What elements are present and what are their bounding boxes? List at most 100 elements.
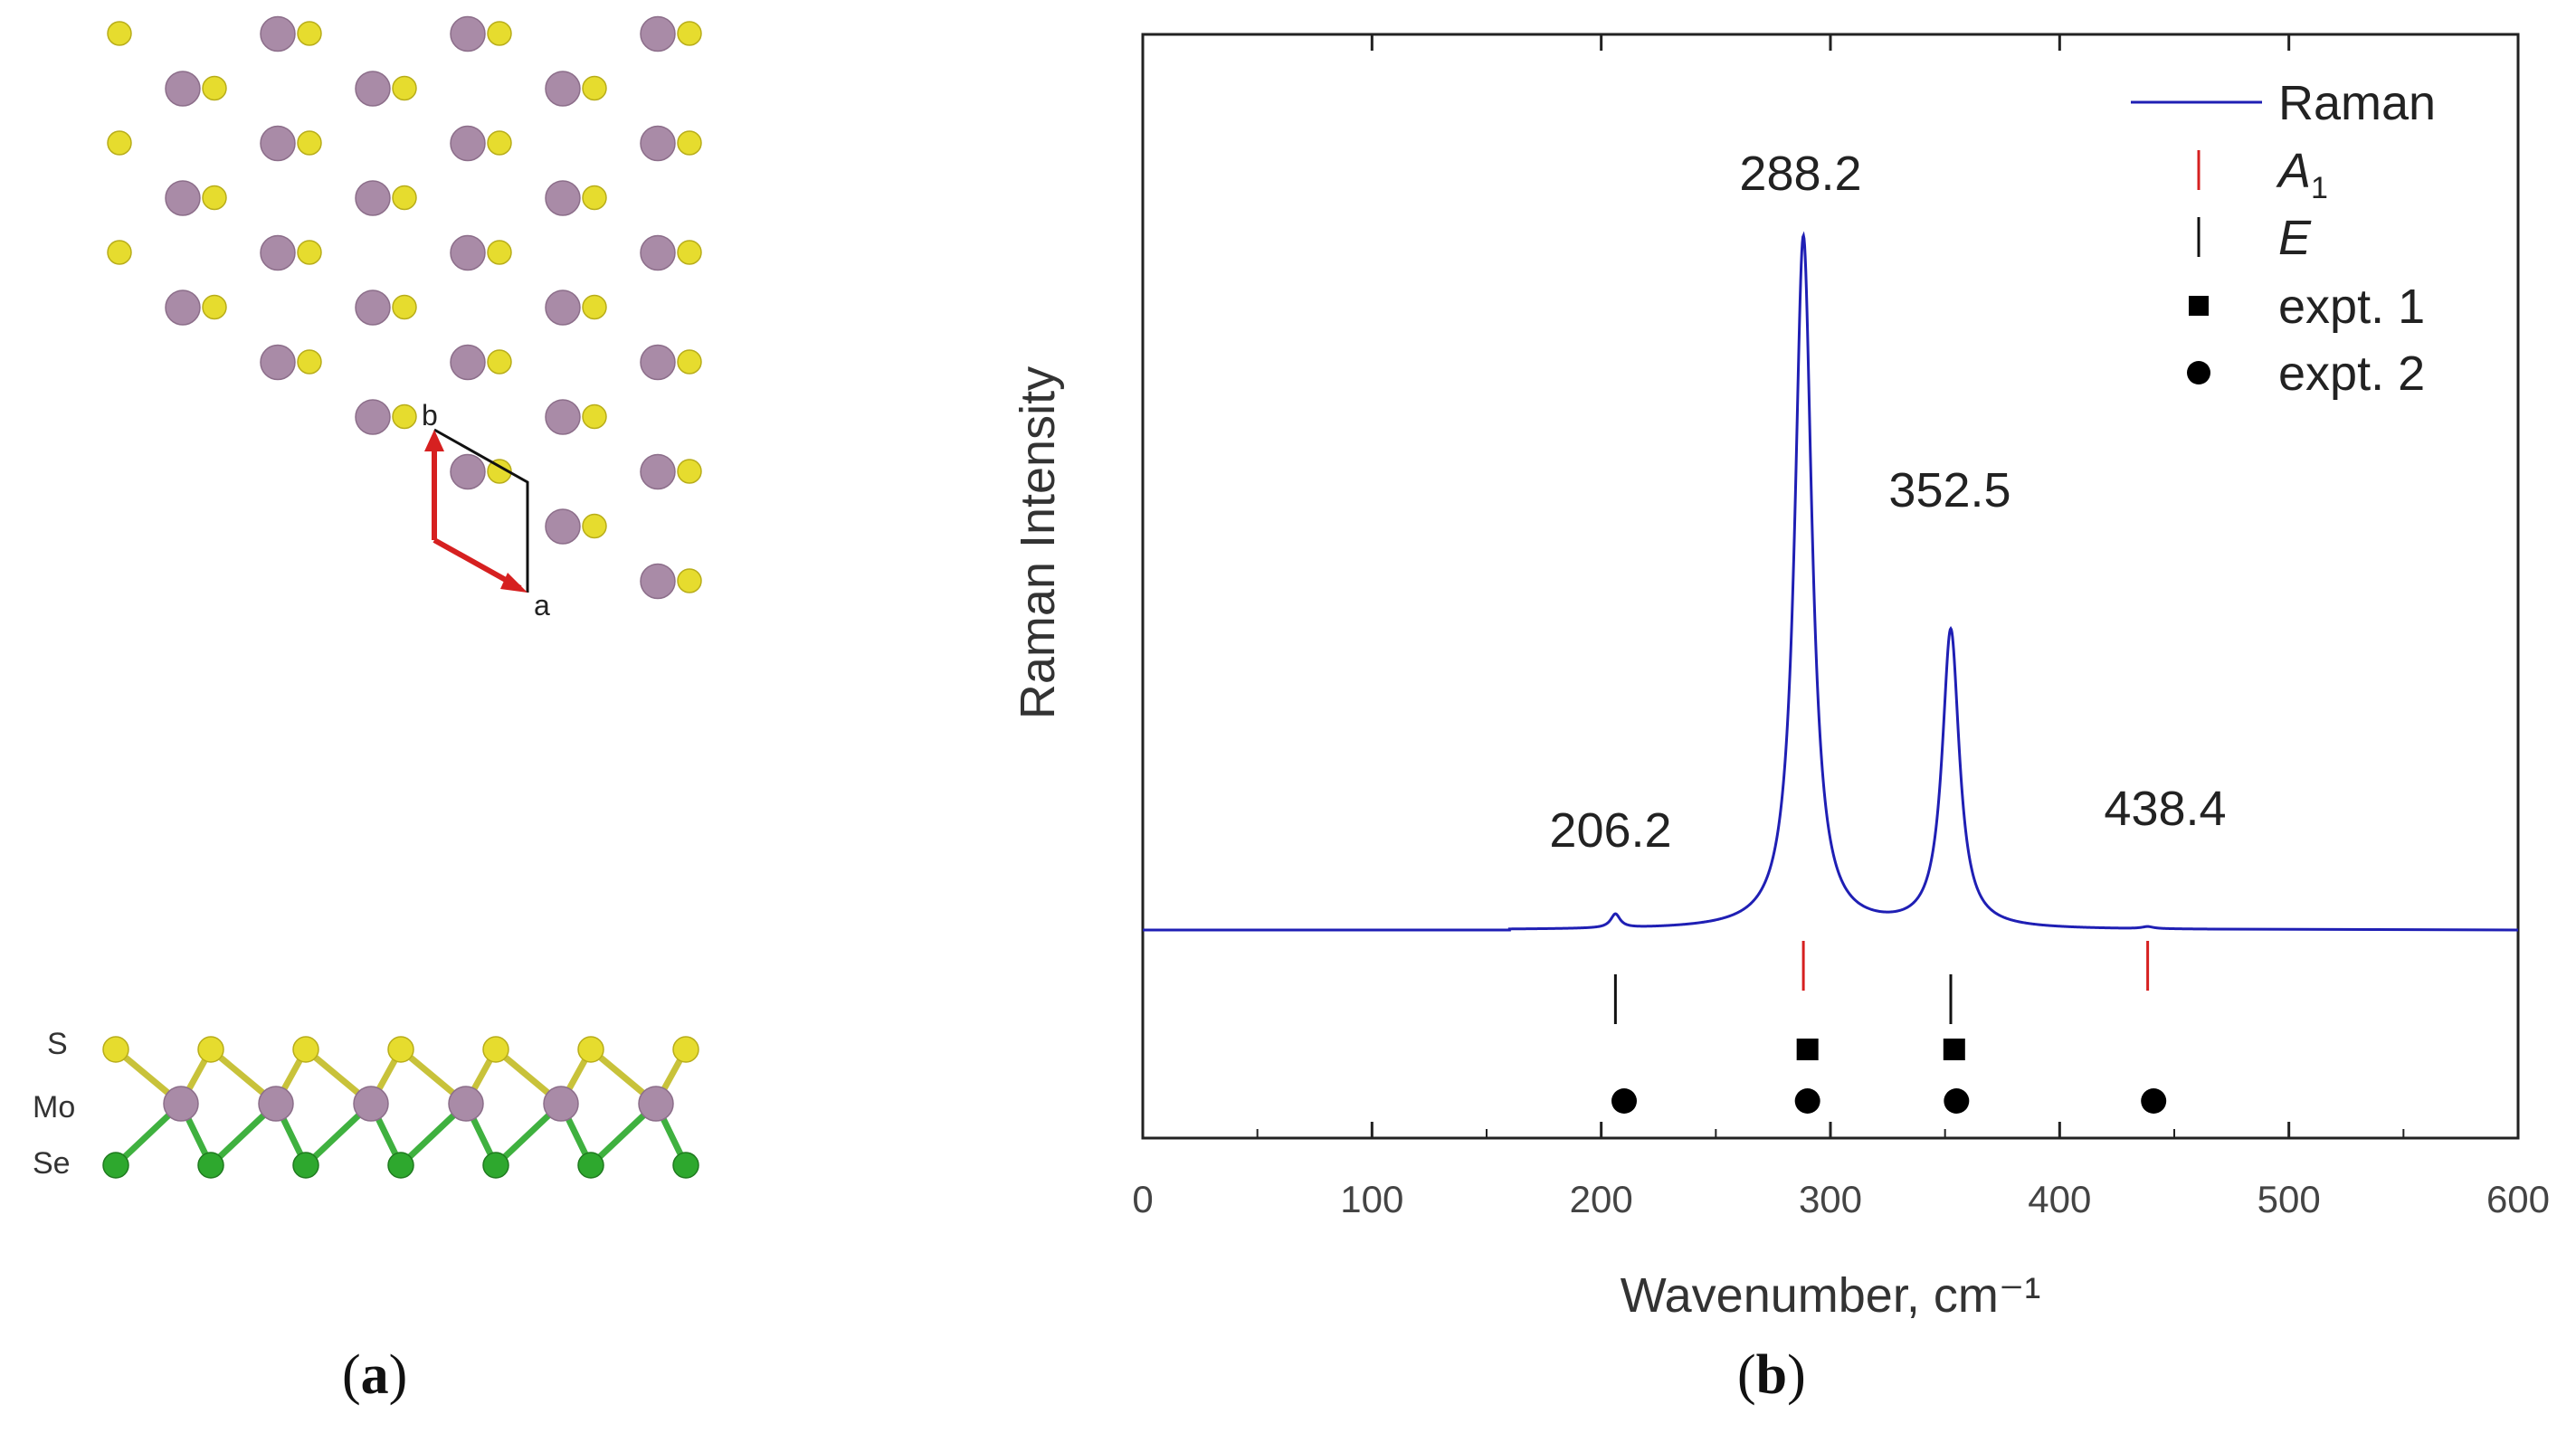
raman-spectrum-line <box>1143 231 2519 932</box>
lattice-label-a: a <box>534 589 550 622</box>
side-selenium-atom <box>102 1152 129 1179</box>
side-selenium-atom <box>577 1152 604 1179</box>
molybdenum-atom <box>165 289 201 326</box>
x-tick-label: 600 <box>2486 1178 2550 1220</box>
side-sulfur-atom <box>672 1036 699 1063</box>
x-tick-label: 400 <box>2028 1178 2091 1220</box>
peak-label: 352.5 <box>1888 463 2010 517</box>
y-axis-label: Raman Intensity <box>1011 366 1065 719</box>
x-axis-label: Wavenumber, cm⁻¹ <box>1621 1268 2041 1323</box>
molybdenum-atom <box>355 289 391 326</box>
x-tick-label: 200 <box>1570 1178 1633 1220</box>
molybdenum-atom <box>450 15 486 52</box>
sulfur-atom <box>202 294 227 320</box>
molybdenum-atom <box>450 234 486 271</box>
sulfur-atom <box>487 240 512 265</box>
legend-label: expt. 2 <box>2278 346 2425 401</box>
side-molybdenum-atom <box>353 1086 389 1122</box>
x-tick-label: 300 <box>1799 1178 1862 1220</box>
molybdenum-atom <box>545 71 581 107</box>
expt-2-point <box>2141 1088 2167 1114</box>
sulfur-atom <box>107 130 132 156</box>
side-sulfur-atom <box>197 1036 224 1063</box>
side-label-se: Se <box>33 1146 71 1181</box>
molybdenum-atom <box>450 453 486 490</box>
lattice-atoms <box>107 15 702 600</box>
sulfur-atom <box>297 130 322 156</box>
panel-b-caption: (b) <box>1737 1344 1806 1406</box>
sulfur-atom <box>487 130 512 156</box>
x-tick-label: 0 <box>1132 1178 1153 1220</box>
molybdenum-atom <box>260 15 296 52</box>
side-selenium-atom <box>197 1152 224 1179</box>
side-sulfur-atom <box>292 1036 319 1063</box>
side-label-mo: Mo <box>33 1090 75 1125</box>
molybdenum-atom <box>640 563 676 600</box>
sulfur-atom <box>677 349 702 375</box>
sulfur-atom <box>677 21 702 46</box>
vector-b-arrowhead <box>424 430 444 451</box>
legend-label: E <box>2278 211 2312 265</box>
sulfur-atom <box>392 185 417 211</box>
vector-a-arrowhead <box>500 573 528 593</box>
panel-a-structure: ab S Mo Se <box>33 15 702 1181</box>
sulfur-atom <box>202 75 227 101</box>
sulfur-atom <box>297 240 322 265</box>
expt-2-point <box>1611 1088 1637 1114</box>
molybdenum-atom <box>450 125 486 162</box>
molybdenum-atom <box>165 71 201 107</box>
sulfur-atom <box>677 459 702 484</box>
sulfur-atom <box>582 294 607 320</box>
legend-label: A1 <box>2276 144 2328 205</box>
expt-1-point <box>1796 1039 1819 1060</box>
x-tick-label: 100 <box>1340 1178 1403 1220</box>
sulfur-atom <box>582 75 607 101</box>
legend-label: expt. 1 <box>2278 280 2425 334</box>
side-selenium-atom <box>672 1152 699 1179</box>
side-sulfur-atom <box>102 1036 129 1063</box>
molybdenum-atom <box>355 399 391 435</box>
sulfur-atom <box>487 459 512 484</box>
panel-a-caption: (a) <box>342 1344 408 1406</box>
sulfur-atom <box>107 240 132 265</box>
molybdenum-atom <box>545 508 581 545</box>
molybdenum-atom <box>260 234 296 271</box>
unit-cell-outline <box>433 428 529 593</box>
side-selenium-atom <box>387 1152 414 1179</box>
molybdenum-atom <box>545 180 581 216</box>
mode-markers <box>1611 941 2167 1114</box>
sulfur-atom <box>392 403 417 430</box>
sulfur-atom <box>677 240 702 265</box>
peak-labels: 206.2 288.2 352.5 438.4 <box>1549 147 2226 858</box>
molybdenum-atom <box>640 15 676 52</box>
molybdenum-atom <box>640 453 676 490</box>
sulfur-atom <box>107 21 132 46</box>
side-molybdenum-atom <box>543 1086 579 1122</box>
molybdenum-atom <box>640 125 676 162</box>
molybdenum-atom <box>165 180 201 216</box>
sulfur-atom <box>582 513 607 539</box>
side-molybdenum-atom <box>448 1086 484 1122</box>
side-label-s: S <box>47 1027 68 1061</box>
x-axis-ticks: 0 100 200 300 400 500 600 <box>1132 34 2550 1220</box>
molybdenum-atom <box>355 71 391 107</box>
molybdenum-atom <box>355 180 391 216</box>
side-molybdenum-atom <box>638 1086 674 1122</box>
side-selenium-atom <box>292 1152 319 1179</box>
molybdenum-atom <box>545 399 581 435</box>
panel-b-chart: 0 100 200 300 400 500 600 206.2 288.2 352.5 438.4… <box>1011 33 2550 1323</box>
side-view <box>102 1036 699 1179</box>
molybdenum-atom <box>545 289 581 326</box>
peak-label: 206.2 <box>1549 803 1671 858</box>
expt-1-point <box>1943 1039 1965 1060</box>
peak-label: 288.2 <box>1739 147 1861 201</box>
sulfur-atom <box>202 185 227 211</box>
molybdenum-atom <box>260 125 296 162</box>
sulfur-atom <box>677 130 702 156</box>
expt-2-point <box>1944 1088 1970 1114</box>
sulfur-atom <box>582 403 607 430</box>
molybdenum-atom <box>450 344 486 381</box>
sulfur-atom <box>392 294 417 320</box>
